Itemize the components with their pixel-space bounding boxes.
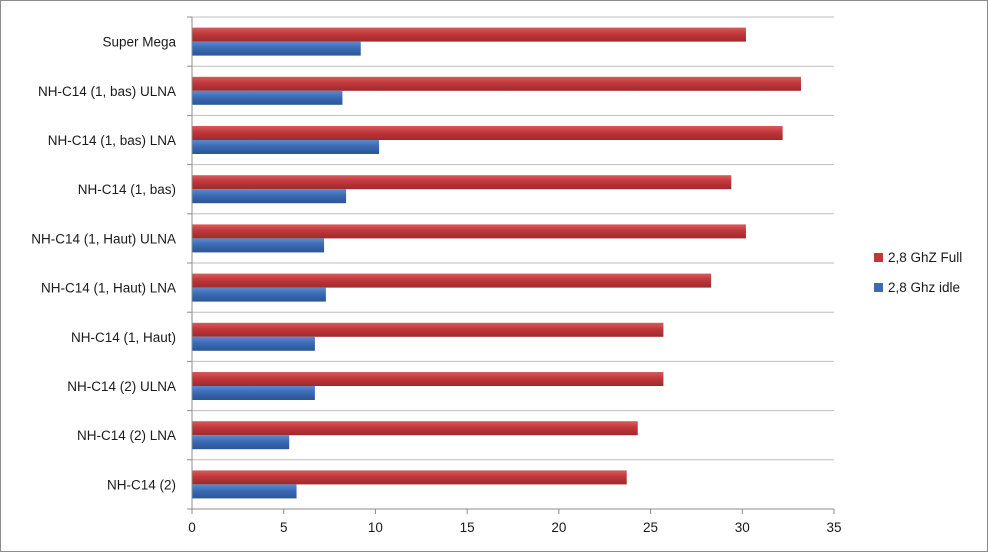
category-label: NH-C14 (1, bas) LNA (48, 133, 176, 148)
category-label: NH-C14 (1, bas) (78, 182, 176, 197)
bar-idle (192, 386, 315, 400)
bar-idle (192, 189, 347, 204)
bar-idle (192, 140, 380, 154)
legend-swatch (874, 283, 883, 292)
bars (192, 27, 801, 499)
category-label: NH-C14 (2) LNA (77, 428, 176, 443)
tick-labels: 0 5 10 15 20 25 30 35 (188, 520, 841, 535)
bar-full (192, 322, 664, 337)
category-label: Super Mega (102, 35, 176, 50)
x-tick-label: 5 (280, 520, 288, 535)
legend-label: 2,8 Ghz idle (888, 280, 960, 295)
axes (187, 16, 835, 514)
x-tick-label: 20 (551, 520, 566, 535)
x-tick-label: 15 (460, 520, 475, 535)
bar-idle (192, 90, 343, 105)
bar-full (192, 421, 638, 436)
category-labels: NH-C14 (2) NH-C14 (2) LNA NH-C14 (2) ULNA N… (31, 35, 176, 493)
x-tick-label: 35 (826, 520, 841, 535)
x-tick-label: 10 (368, 520, 383, 535)
bar-idle (192, 336, 315, 351)
legend: 2,8 GhZ Full 2,8 Ghz idle (874, 250, 962, 295)
legend-label: 2,8 GhZ Full (888, 250, 962, 265)
bar-idle (192, 484, 297, 499)
bar-full (192, 273, 712, 288)
legend-swatch (874, 253, 883, 262)
x-tick-label: 30 (735, 520, 750, 535)
category-label: NH-C14 (1, bas) ULNA (38, 84, 176, 99)
category-label: NH-C14 (1, Haut) (71, 330, 176, 345)
bar-idle (192, 287, 326, 302)
bar-full (192, 372, 664, 386)
x-tick-label: 25 (643, 520, 658, 535)
bar-full (192, 76, 801, 91)
bar-idle (192, 41, 361, 56)
bar-full (192, 126, 783, 140)
category-label: NH-C14 (2) ULNA (67, 379, 176, 394)
bar-idle (192, 238, 325, 253)
category-label: NH-C14 (1, Haut) LNA (41, 281, 176, 296)
x-tick-label: 0 (188, 520, 196, 535)
bar-full (192, 175, 732, 190)
bar-full (192, 27, 746, 42)
category-label: NH-C14 (1, Haut) ULNA (31, 231, 176, 246)
bar-full (192, 470, 627, 485)
bar-idle (192, 435, 290, 450)
category-label: NH-C14 (2) (107, 477, 176, 492)
bar-full (192, 224, 746, 239)
